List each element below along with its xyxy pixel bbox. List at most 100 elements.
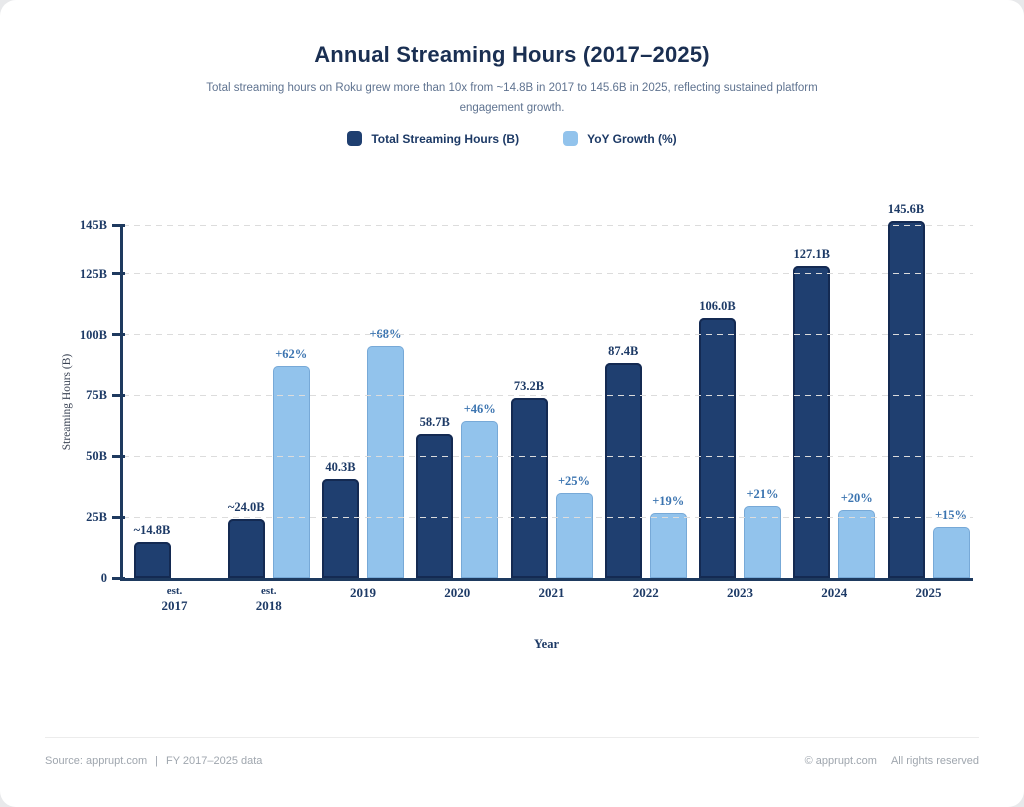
growth-value-label-2022: +19%	[652, 494, 685, 509]
y-tick-mark-145B	[112, 223, 125, 227]
footer: Source: apprupt.com | FY 2017–2025 data …	[45, 755, 979, 767]
gridline-125B	[123, 273, 973, 275]
gridline-50B	[123, 455, 973, 457]
x-tick-label-2024: 2024	[821, 585, 847, 601]
growth-bar-2021	[555, 492, 593, 578]
footer-rights-text: All rights reserved	[890, 755, 979, 767]
total-slot-2017: ~14.8B	[133, 225, 171, 578]
growth-value-label-2018: +62%	[275, 347, 308, 362]
y-tick-mark-125B	[112, 272, 125, 276]
bar-group-2025: 145.6B +15% 2025	[887, 202, 970, 600]
bar-group-2024: 127.1B +20% 2024	[793, 225, 876, 600]
total-bar-2019	[322, 479, 359, 578]
total-slot-2025: 145.6B	[887, 202, 925, 578]
x-tick-year-2020: 2020	[444, 585, 471, 600]
total-value-label-2020: 58.7B	[419, 414, 450, 429]
total-bar-2024	[793, 265, 831, 578]
growth-bar-2020	[461, 421, 499, 578]
bar-group-2020: 58.7B +46% 2020	[416, 225, 499, 600]
growth-value-label-2020: +46%	[463, 402, 496, 416]
gridline-100B	[123, 334, 973, 336]
footer-copyright: © apprupt.com All rights reserved	[805, 755, 979, 767]
growth-slot-2019: +68%	[367, 225, 404, 578]
y-tick-label-100B: 100B	[79, 327, 107, 342]
total-bar-2025	[887, 220, 925, 578]
growth-bar-2023	[744, 506, 781, 578]
growth-bar-2025	[932, 526, 970, 578]
total-slot-2019: 40.3B	[322, 225, 359, 578]
x-tick-label-2020: 2020	[444, 585, 470, 601]
total-value-label-2025: 145.6B	[887, 201, 925, 216]
total-slot-2022: 87.4B	[604, 225, 642, 578]
x-tick-prefix-2018: est.	[260, 585, 277, 597]
bar-group-2017: ~14.8B est. 2017	[133, 225, 216, 613]
y-tick-label-25B: 25B	[86, 510, 107, 525]
footer-separator: |	[155, 755, 158, 767]
plot-area: ~14.8B est. 2017 ~24.0B +62% est. 2018 40.3B +68…	[80, 202, 973, 613]
x-tick-year-2018: 2018	[255, 598, 282, 613]
total-value-label-2019: 40.3B	[325, 460, 356, 475]
total-bar-2023	[699, 317, 736, 578]
growth-bar-2022	[649, 513, 687, 578]
total-bar-2017	[133, 541, 171, 578]
footer-source-label: Source: apprupt.com	[45, 755, 148, 767]
legend-item-total: Total Streaming Hours (B)	[347, 131, 519, 146]
x-tick-label-2017: est. 2017	[162, 585, 188, 614]
x-tick-label-2023: 2023	[727, 585, 753, 601]
total-value-label-2017: ~14.8B	[133, 522, 171, 537]
footer-data-range: FY 2017–2025 data	[165, 755, 263, 767]
legend-swatch-total-icon	[347, 131, 363, 146]
growth-value-label-2021: +25%	[557, 473, 591, 488]
footer-source: Source: apprupt.com | FY 2017–2025 data	[45, 755, 262, 767]
bar-group-2019: 40.3B +68% 2019	[322, 225, 405, 600]
bar-group-2018: ~24.0B +62% est. 2018	[227, 225, 310, 613]
bar-groups: ~14.8B est. 2017 ~24.0B +62% est. 2018 40.3B +68…	[123, 202, 973, 613]
total-value-label-2022: 87.4B	[608, 344, 639, 359]
bar-group-2022: 87.4B +19% 2022	[604, 225, 687, 600]
growth-slot-2025: +15%	[932, 225, 970, 578]
total-bar-2018	[227, 519, 265, 578]
total-bar-2022	[604, 363, 642, 578]
total-slot-2023: 106.0B	[699, 225, 736, 578]
legend-label-growth: YoY Growth (%)	[587, 131, 677, 146]
gridline-145B	[123, 224, 973, 226]
total-slot-2021: 73.2B	[510, 225, 548, 578]
gridline-75B	[123, 394, 973, 396]
growth-slot-2023: +21%	[744, 225, 781, 578]
x-tick-year-2023: 2023	[727, 585, 753, 600]
growth-slot-2022: +19%	[649, 225, 687, 578]
page-title: Annual Streaming Hours (2017–2025)	[314, 42, 710, 67]
bar-group-2023: 106.0B +21% 2023	[699, 225, 782, 600]
y-tick-mark-75B	[112, 393, 125, 397]
growth-slot-2017	[179, 225, 216, 578]
total-bar-2021	[510, 398, 548, 578]
x-tick-label-2021: 2021	[539, 585, 565, 601]
footer-divider	[45, 737, 979, 738]
growth-slot-2018: +62%	[272, 225, 310, 578]
footer-copyright-text: © apprupt.com	[804, 755, 877, 767]
total-bar-2020	[416, 433, 454, 578]
chart-legend: Total Streaming Hours (B) YoY Growth (%)	[0, 131, 1024, 146]
x-axis-title: Year	[534, 637, 559, 651]
gridline-25B	[123, 516, 973, 518]
legend-item-growth: YoY Growth (%)	[563, 131, 677, 146]
growth-value-label-2023: +21%	[746, 487, 779, 502]
growth-slot-2021: +25%	[555, 225, 593, 578]
total-slot-2020: 58.7B	[416, 225, 454, 578]
x-tick-year-2022: 2022	[632, 585, 659, 600]
x-tick-label-2022: 2022	[633, 585, 659, 601]
x-tick-year-2019: 2019	[350, 585, 376, 600]
x-tick-label-2019: 2019	[350, 585, 376, 601]
chart-subtitle: Total streaming hours on Roku grew more …	[206, 82, 818, 114]
growth-value-label-2019: +68%	[369, 326, 402, 341]
total-value-label-2023: 106.0B	[699, 298, 736, 313]
y-tick-mark-25B	[112, 515, 125, 519]
y-tick-mark-50B	[112, 454, 125, 458]
growth-slot-2024: +20%	[838, 225, 876, 578]
y-tick-label-125B: 125B	[79, 266, 107, 281]
y-tick-mark-100B	[112, 333, 125, 337]
x-tick-year-2024: 2024	[821, 585, 848, 600]
y-tick-label-75B: 75B	[86, 388, 107, 403]
x-tick-label-2018: est. 2018	[256, 585, 282, 614]
